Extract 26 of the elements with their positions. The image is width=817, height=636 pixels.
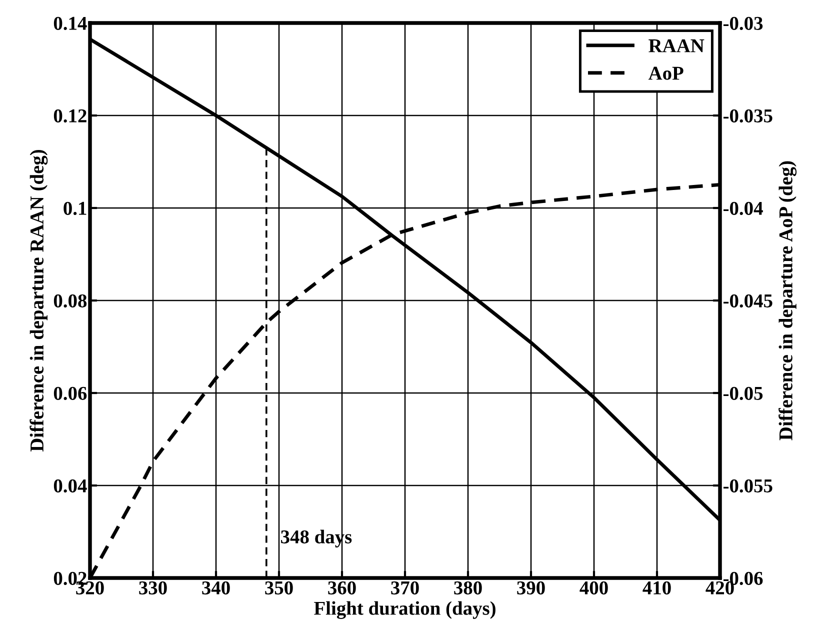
x-tick-label: 330 [139,581,167,594]
x-tick-label: 410 [642,581,671,594]
x-tick-label: 390 [517,581,545,594]
x-tick-label: 360 [328,581,356,594]
x-tick-label: 400 [580,581,608,594]
x-tick-label: 340 [202,581,230,594]
y2-tick-label: -0.055 [723,479,772,493]
y-tick-label: 0.04 [54,479,87,493]
y2-tick-label: -0.05 [723,386,763,400]
y-tick-label: 0.14 [54,16,87,30]
x-axis-title: Flight duration (days) [314,601,496,619]
y2-axis-title: Difference in departure AoP (deg) [778,161,797,440]
y-axis-title: Difference in departure RAAN (deg) [30,150,48,452]
y2-tick-label: -0.04 [723,202,763,216]
y-tick-label: 0.08 [54,294,87,308]
y2-tick-label: -0.035 [723,109,772,123]
x-tick-label: 380 [454,581,482,594]
legend-label: AoP [648,66,684,80]
y-tick-label: 0.12 [54,109,86,123]
y-tick-label: 0.1 [64,202,86,216]
y2-tick-label: -0.03 [723,16,763,30]
y2-tick-label: -0.045 [723,294,772,308]
y-tick-label: 0.06 [54,386,87,400]
legend-label: RAAN [648,39,704,52]
x-tick-label: 350 [265,581,293,594]
x-tick-label: 370 [391,581,419,594]
